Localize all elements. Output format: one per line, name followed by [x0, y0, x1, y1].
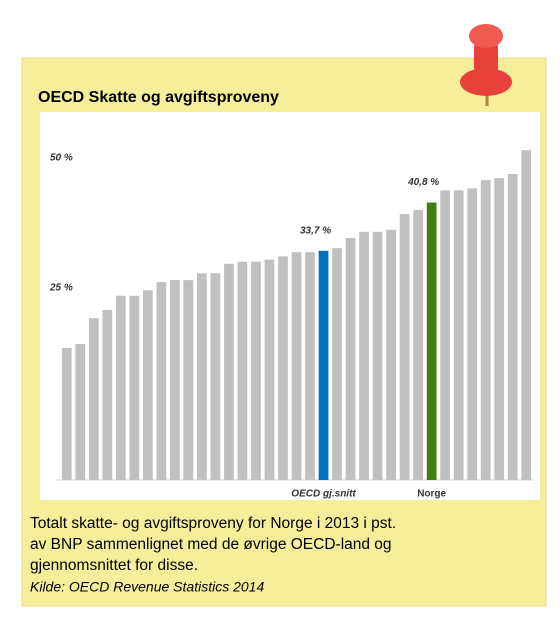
caption-line: Totalt skatte- og avgiftsproveny for Nor…: [30, 515, 396, 532]
bar: [453, 190, 464, 480]
source: Kilde: OECD Revenue Statistics 2014: [30, 579, 264, 595]
pin-base: [460, 68, 512, 96]
bar: [102, 310, 113, 480]
bar: [170, 280, 180, 480]
bar: [197, 273, 207, 480]
bar: [88, 318, 99, 480]
bar: [305, 252, 315, 480]
chart-title: OECD Skatte og avgiftsproveny: [38, 89, 279, 106]
bar: [318, 250, 329, 480]
bar: [426, 202, 437, 480]
y-tick-label: 25 %: [49, 283, 73, 294]
bar: [440, 190, 451, 480]
bar: [345, 237, 356, 480]
pin-head: [469, 24, 503, 48]
bar: [142, 290, 153, 480]
bar: [75, 344, 86, 480]
bar: [224, 263, 234, 480]
bar: [278, 256, 288, 480]
bar: [386, 229, 396, 480]
bar: [210, 273, 221, 480]
bar: [372, 231, 383, 480]
caption-line: av BNP sammenlignet med de øvrige OECD-l…: [30, 536, 392, 553]
value-label: 40,8 %: [407, 177, 439, 188]
chart-panel: [40, 112, 540, 500]
caption-line: gjennomsnittet for disse.: [30, 557, 198, 574]
bar: [156, 282, 167, 480]
bar: [237, 261, 248, 480]
pin-body: [474, 40, 498, 80]
bar: [291, 252, 302, 480]
note-border: [21, 57, 547, 607]
bar: [413, 210, 423, 481]
x-tick-label: OECD gj.snitt: [291, 489, 356, 500]
x-tick-label: Norge: [417, 489, 446, 500]
bar: [61, 348, 72, 480]
bar: [115, 295, 126, 480]
bar: [480, 180, 491, 480]
bar: [494, 178, 505, 480]
bar: [359, 231, 369, 480]
bar: [399, 214, 410, 480]
bar: [507, 174, 518, 480]
bar: [251, 261, 261, 480]
bar: [521, 150, 532, 480]
bar: [467, 188, 478, 480]
bar: [183, 280, 194, 480]
y-tick-label: 50 %: [50, 153, 73, 164]
bar: [129, 295, 140, 480]
pin: [460, 24, 512, 106]
value-label: 33,7 %: [300, 225, 331, 236]
bar: [332, 248, 342, 480]
bar: [264, 259, 275, 480]
